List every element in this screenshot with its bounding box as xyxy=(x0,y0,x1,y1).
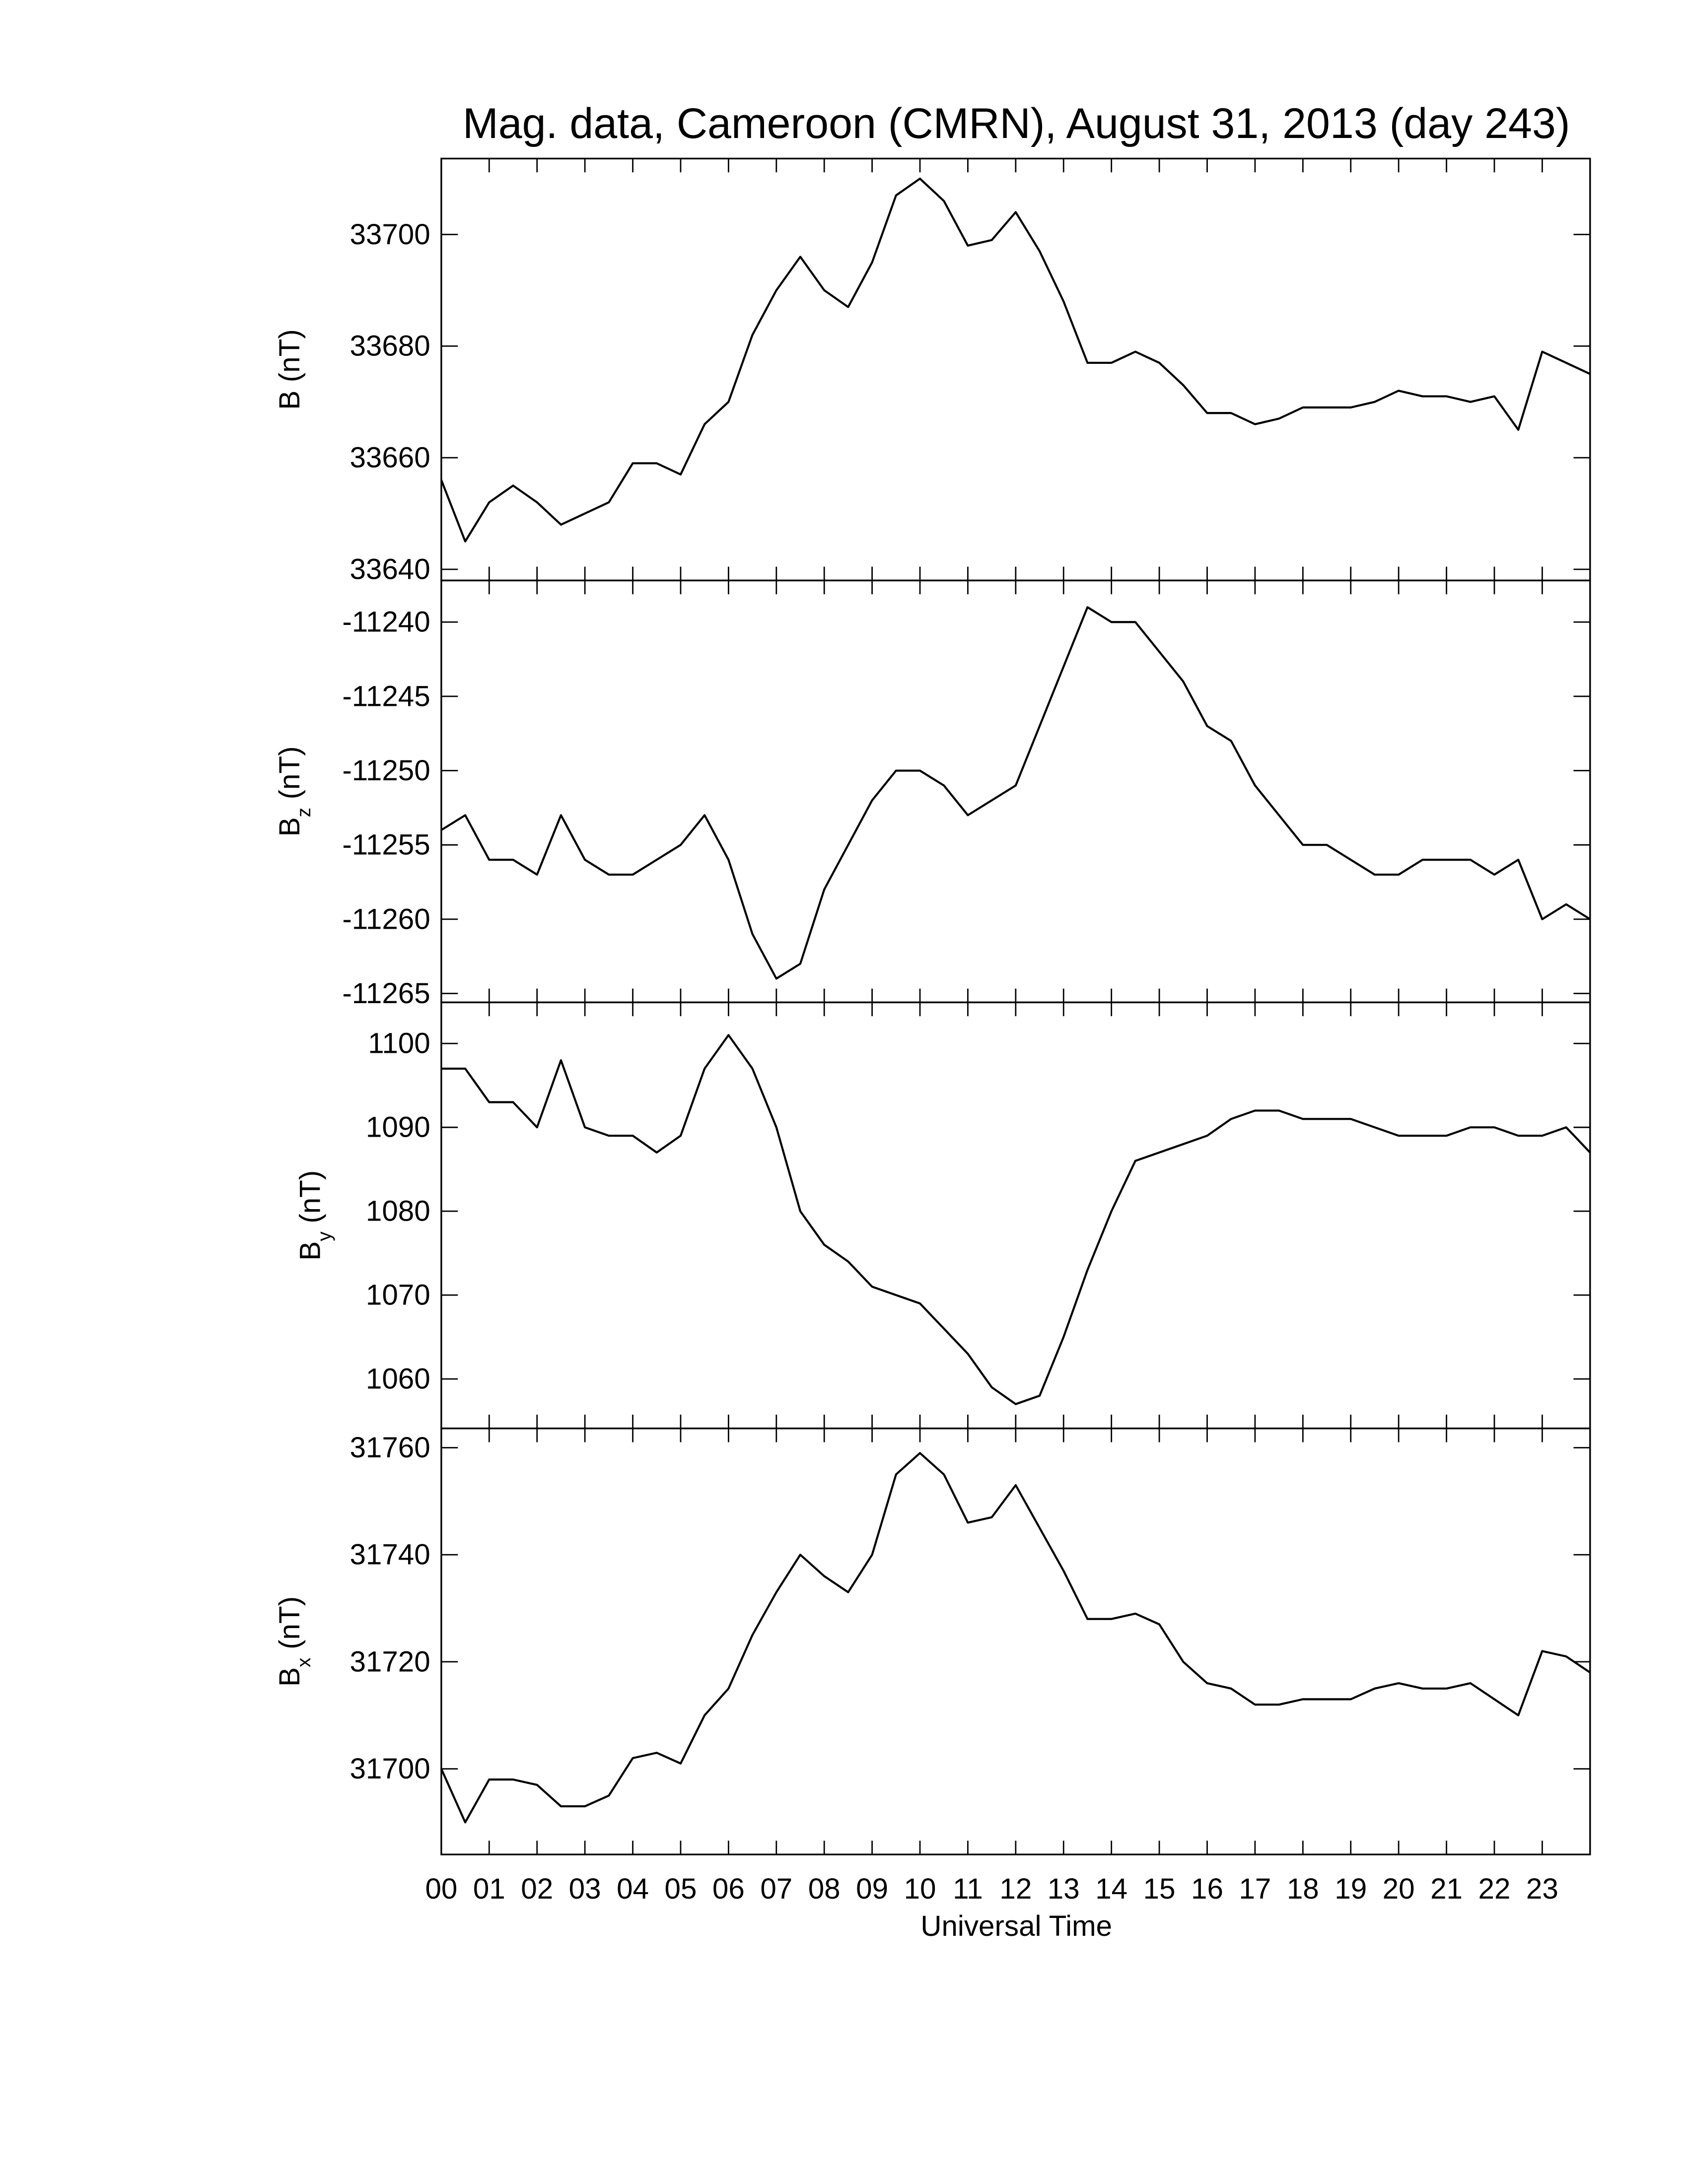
data-line xyxy=(440,177,1591,543)
x-tick-label: 08 xyxy=(808,1873,841,1905)
y-tick-label: 33660 xyxy=(350,442,430,474)
y-label-base: B xyxy=(274,818,306,837)
y-tick-label: 31740 xyxy=(350,1539,430,1571)
y-label-unit: (nT) xyxy=(294,1170,326,1224)
y-label-unit: (nT) xyxy=(274,746,306,799)
x-tick-label: 18 xyxy=(1287,1873,1319,1905)
y-tick-label: -11255 xyxy=(342,829,430,861)
x-axis-label: Universal Time xyxy=(920,1910,1112,1942)
x-tick-label: 23 xyxy=(1526,1873,1558,1905)
y-label-base: B xyxy=(274,1667,306,1687)
y-label-unit: (nT) xyxy=(274,329,306,382)
y-label-sub: y xyxy=(314,1231,336,1241)
x-tick-label: 11 xyxy=(953,1873,983,1905)
y-tick-label: 1060 xyxy=(366,1363,430,1395)
x-tick-label: 17 xyxy=(1239,1873,1271,1905)
x-tick-label: 05 xyxy=(665,1873,697,1905)
y-tick-label: 31700 xyxy=(350,1753,430,1785)
y-axis-label: By (nT) xyxy=(294,1170,335,1261)
x-tick-label: 06 xyxy=(712,1873,745,1905)
y-tick-label: 1080 xyxy=(366,1195,430,1228)
data-line xyxy=(441,1034,1591,1405)
x-tick-label: 14 xyxy=(1095,1873,1127,1905)
y-axis-label: B (nT) xyxy=(274,329,306,410)
x-tick-label: 21 xyxy=(1430,1873,1463,1905)
panel-frame xyxy=(440,157,1591,582)
y-tick-label: 33640 xyxy=(350,553,430,585)
x-tick-label: 03 xyxy=(569,1873,601,1905)
y-label-base: B xyxy=(274,391,306,410)
x-tick-label: 07 xyxy=(760,1873,792,1905)
x-tick-label: 16 xyxy=(1191,1873,1223,1905)
y-tick-label: 1100 xyxy=(368,1027,430,1060)
x-tick-label: 04 xyxy=(617,1873,649,1905)
x-tick-label: 19 xyxy=(1335,1873,1367,1905)
y-tick-label: -11250 xyxy=(342,754,430,787)
x-tick-label: 00 xyxy=(425,1873,457,1905)
chart-title: Mag. data, Cameroon (CMRN), August 31, 2… xyxy=(463,100,1570,147)
y-tick-label: 31760 xyxy=(350,1432,430,1464)
y-tick-label: 1090 xyxy=(366,1111,430,1144)
y-tick-label: -11245 xyxy=(342,680,430,712)
y-tick-label: 33680 xyxy=(350,330,430,362)
y-label-base: B xyxy=(294,1241,326,1261)
y-tick-label: -11265 xyxy=(342,977,430,1010)
x-tick-label: 02 xyxy=(521,1873,553,1905)
x-tick-label: 09 xyxy=(856,1873,888,1905)
y-tick-label: 33700 xyxy=(350,218,430,251)
y-tick-label: 31720 xyxy=(350,1645,430,1678)
x-tick-label: 15 xyxy=(1143,1873,1176,1905)
y-tick-label: -11260 xyxy=(342,903,430,935)
y-tick-label: 1070 xyxy=(366,1279,430,1311)
y-label-sub: z xyxy=(293,808,315,817)
data-line xyxy=(440,1452,1591,1824)
x-tick-label: 13 xyxy=(1048,1873,1080,1905)
x-tick-label: 10 xyxy=(904,1873,936,1905)
x-tick-label: 22 xyxy=(1478,1873,1511,1905)
x-tick-label: 20 xyxy=(1383,1873,1415,1905)
panel-frame xyxy=(440,579,1591,1004)
data-line xyxy=(440,606,1591,980)
y-label-unit: (nT) xyxy=(274,1596,306,1649)
y-axis-label: Bz (nT) xyxy=(274,746,315,836)
y-axis-label: Bx (nT) xyxy=(274,1596,315,1687)
panel-frame xyxy=(440,1001,1591,1430)
x-tick-label: 12 xyxy=(999,1873,1032,1905)
y-tick-label: -11240 xyxy=(342,606,430,638)
x-tick-label: 01 xyxy=(473,1873,505,1905)
panel-frame xyxy=(440,1428,1591,1855)
y-label-sub: x xyxy=(293,1657,315,1667)
